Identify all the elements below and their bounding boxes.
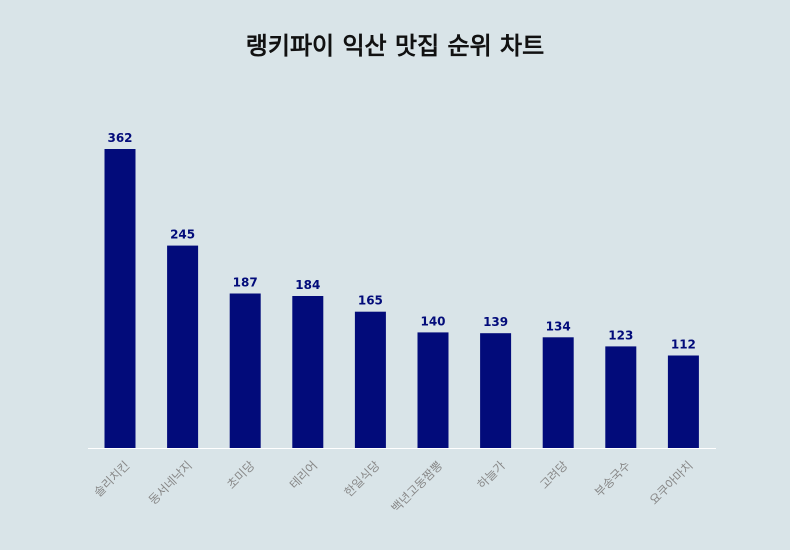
bar-value-label: 112: [671, 338, 696, 352]
x-tick-label: 솔리치킨: [91, 458, 132, 499]
bar-value-label: 139: [483, 315, 508, 329]
bar-5: [354, 311, 386, 448]
bar-4: [292, 296, 324, 448]
chart-title: 랭키파이 익산 맛집 순위 차트: [245, 32, 545, 60]
bar-value-label: 134: [546, 319, 571, 333]
bar-9: [605, 346, 637, 448]
x-tick-label: 하늘가: [475, 458, 508, 491]
bar-value-label: 165: [358, 294, 383, 308]
bar-value-label: 245: [170, 228, 195, 242]
bar-value-label: 187: [233, 276, 258, 290]
x-tick-label: 동서네낙지: [146, 458, 195, 507]
bar-2: [167, 245, 199, 448]
bar-value-label: 184: [295, 278, 320, 292]
bar-10: [667, 355, 699, 448]
x-tick-label: 요쿠아마치: [647, 458, 696, 507]
x-tick-label: 부송국수: [592, 458, 633, 499]
bar-8: [542, 337, 574, 448]
x-tick-label: 고려당: [537, 458, 570, 491]
x-tick-label: 초미당: [224, 458, 257, 491]
bar-value-label: 123: [608, 328, 633, 342]
x-tick-label: 백년고동짬뽕: [389, 458, 446, 515]
bar-3: [229, 293, 261, 448]
bar-6: [417, 332, 449, 448]
x-tick-label: 테리어: [287, 458, 320, 491]
bar-value-label: 362: [107, 131, 132, 145]
bar-7: [480, 333, 512, 448]
bar-1: [104, 149, 136, 448]
x-tick-label: 한일식당: [342, 458, 383, 499]
bar-value-label: 140: [420, 314, 445, 328]
